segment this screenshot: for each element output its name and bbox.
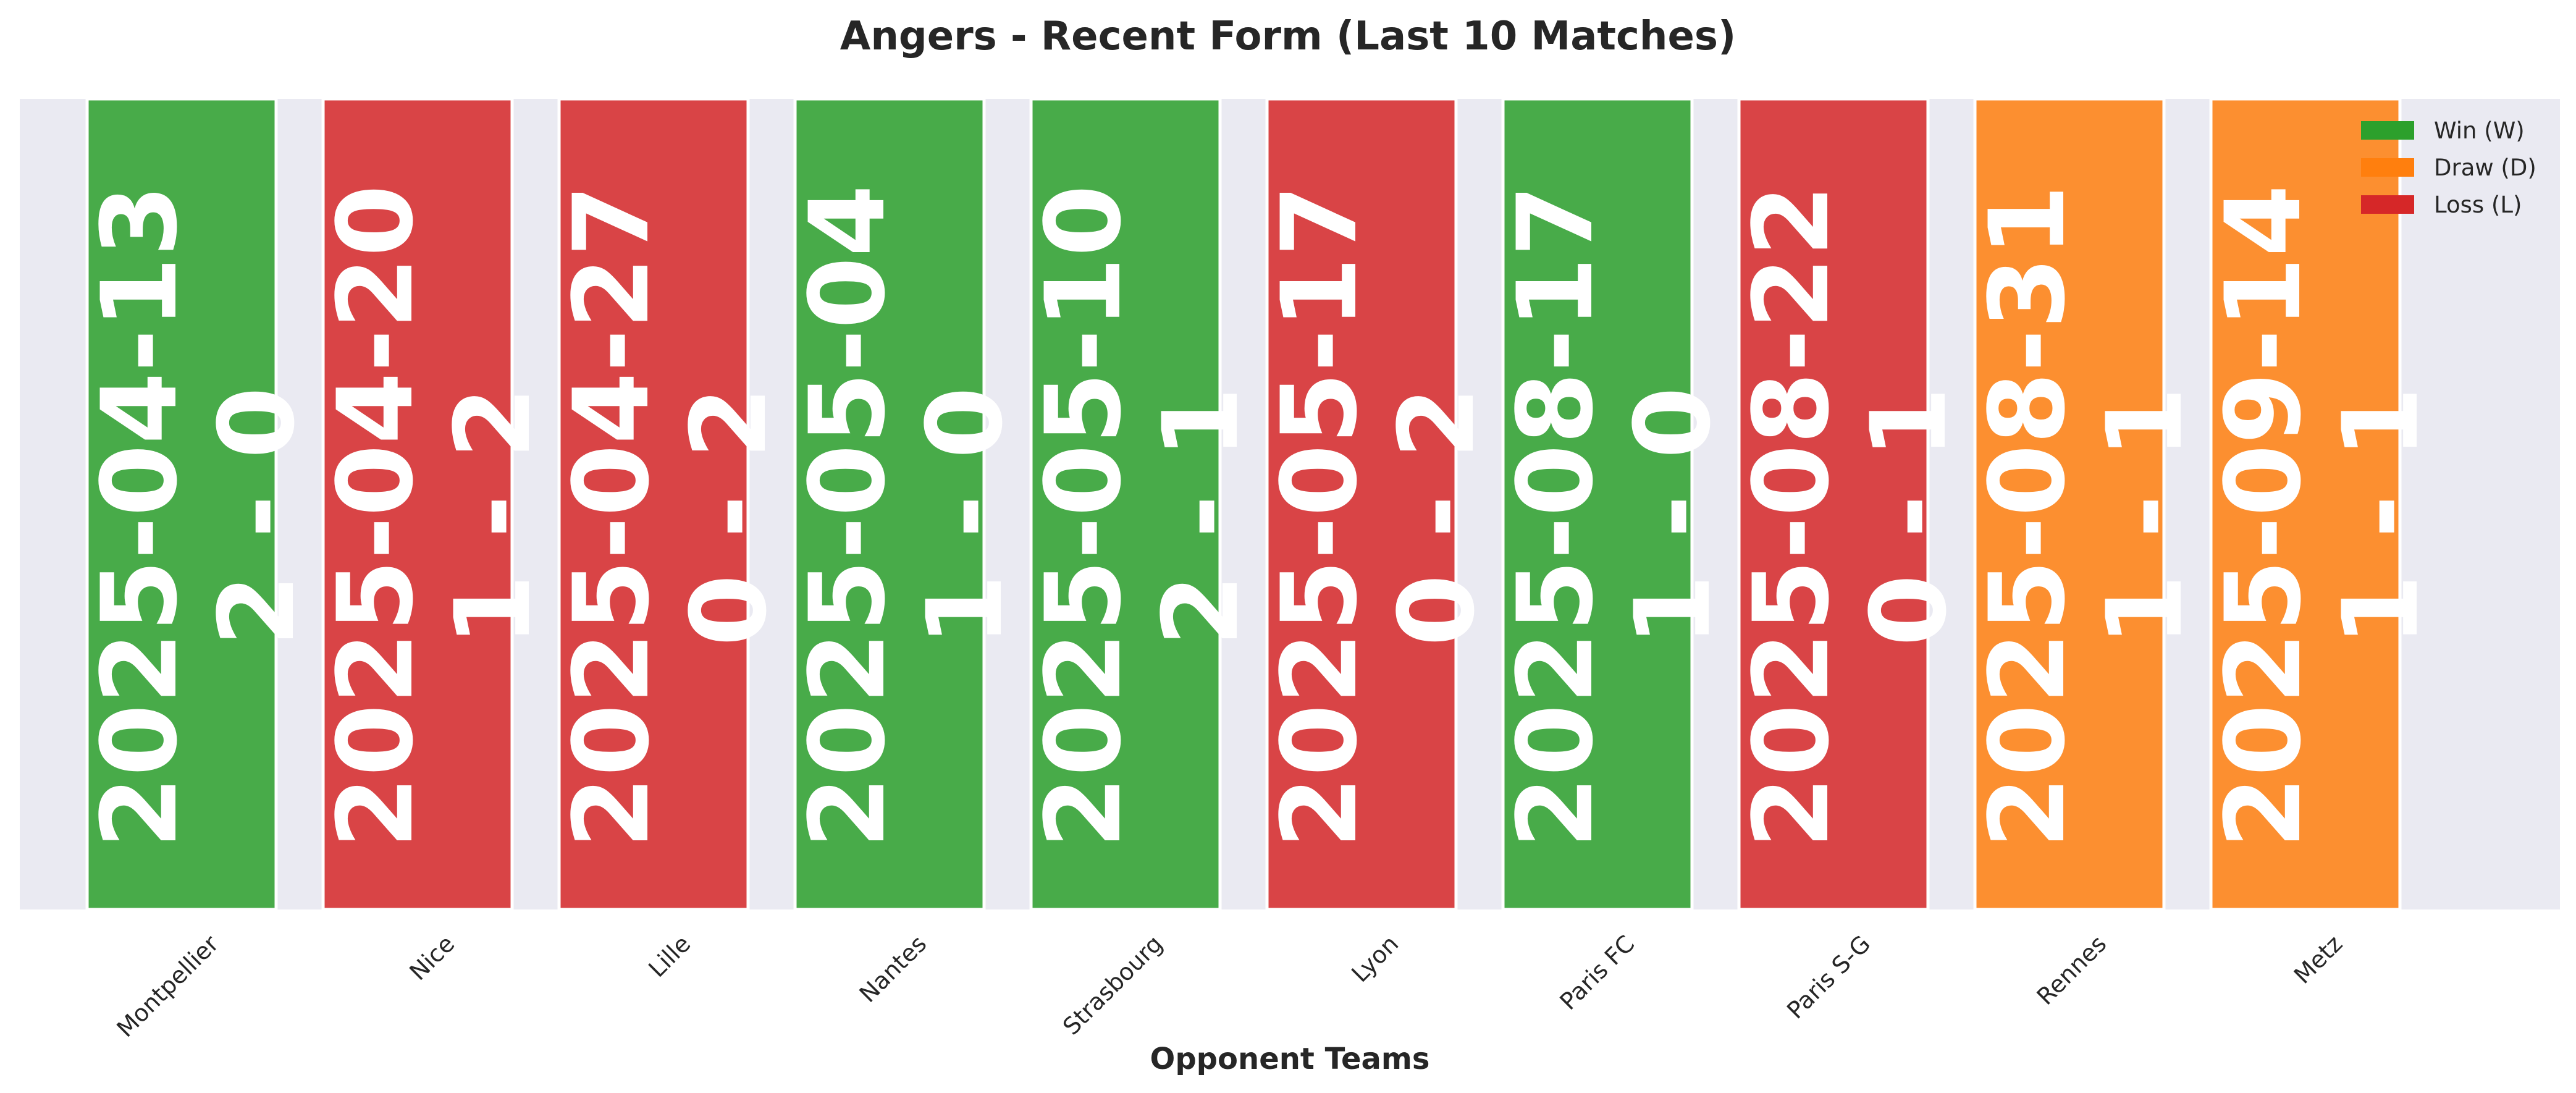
bar-date-label: 2025-05-17 xyxy=(1259,185,1380,849)
legend-label-l: Loss (L) xyxy=(2434,192,2522,218)
bar-label-strasbourg: 2025-05-102 - 1 xyxy=(1023,185,1261,849)
bar-rennes xyxy=(1973,97,2166,911)
x-tick-metz: Metz xyxy=(2289,930,2347,989)
bar-score-label: 0 - 1 xyxy=(1848,387,1969,647)
bar-label-paris-s-g: 2025-08-220 - 1 xyxy=(1731,185,1969,849)
legend-label-w: Win (W) xyxy=(2434,117,2525,144)
x-tick-paris-s-g: Paris S-G xyxy=(1782,930,1875,1024)
chart-title: Angers - Recent Form (Last 10 Matches) xyxy=(840,14,1736,59)
x-tick-lyon: Lyon xyxy=(1346,930,1404,987)
bar-score-label: 0 - 2 xyxy=(1376,387,1497,647)
bar-date-label: 2025-04-13 xyxy=(79,185,200,849)
bar-lyon xyxy=(1265,97,1458,911)
bar-score-label: 0 - 2 xyxy=(668,387,789,647)
bar-paris-fc xyxy=(1501,97,1694,911)
bar-label-lyon: 2025-05-170 - 2 xyxy=(1259,185,1497,849)
bar-date-label: 2025-08-31 xyxy=(1967,185,2088,849)
legend-label-d: Draw (D) xyxy=(2434,154,2536,181)
x-tick-rennes: Rennes xyxy=(2032,930,2112,1010)
bar-score-label: 1 - 1 xyxy=(2320,387,2441,647)
bar-metz xyxy=(2209,97,2402,911)
bar-label-lille: 2025-04-270 - 2 xyxy=(551,185,789,849)
legend-swatch-w xyxy=(2361,121,2414,140)
bar-date-label: 2025-04-27 xyxy=(551,185,672,849)
legend: Win (W) Draw (D) Loss (L) xyxy=(2361,117,2536,218)
x-tick-paris-fc: Paris FC xyxy=(1555,930,1640,1015)
bar-nantes xyxy=(793,97,986,911)
x-axis-label: Opponent Teams xyxy=(1150,1042,1430,1076)
bar-strasbourg xyxy=(1029,97,1222,911)
bar-score-label: 1 - 0 xyxy=(1612,387,1733,647)
x-tick-strasbourg: Strasbourg xyxy=(1058,930,1168,1040)
bar-label-paris-fc: 2025-08-171 - 0 xyxy=(1495,185,1733,849)
x-tick-labels: Montpellier Nice Lille Nantes Strasbourg Lyon… xyxy=(111,930,2347,1042)
bar-label-nantes: 2025-05-041 - 0 xyxy=(787,185,1025,849)
bar-montpellier xyxy=(85,97,278,911)
bar-date-label: 2025-09-14 xyxy=(2203,185,2324,849)
legend-swatch-l xyxy=(2361,195,2414,214)
bar-date-label: 2025-05-10 xyxy=(1023,185,1144,849)
legend-swatch-d xyxy=(2361,158,2414,177)
bar-label-nice: 2025-04-201 - 2 xyxy=(315,185,554,849)
bar-score-label: 1 - 0 xyxy=(904,387,1025,647)
bar-date-label: 2025-08-17 xyxy=(1495,185,1616,849)
bar-score-label: 2 - 1 xyxy=(1140,387,1261,647)
x-tick-lille: Lille xyxy=(643,930,696,982)
bar-date-label: 2025-05-04 xyxy=(787,185,908,849)
x-tick-nantes: Nantes xyxy=(854,930,932,1008)
bar-label-rennes: 2025-08-311 - 1 xyxy=(1967,185,2205,849)
bar-date-label: 2025-08-22 xyxy=(1731,185,1852,849)
x-tick-montpellier: Montpellier xyxy=(111,930,224,1042)
x-tick-nice: Nice xyxy=(404,930,460,985)
bar-label-montpellier: 2025-04-132 - 0 xyxy=(79,185,318,849)
bar-date-label: 2025-04-20 xyxy=(315,185,436,849)
bar-score-label: 1 - 2 xyxy=(432,387,554,647)
bar-lille xyxy=(557,97,750,911)
bars-layer xyxy=(85,97,2402,911)
bar-paris-s-g xyxy=(1737,97,1930,911)
bar-score-label: 1 - 1 xyxy=(2084,387,2205,647)
bar-label-metz: 2025-09-141 - 1 xyxy=(2203,185,2441,849)
bar-nice xyxy=(321,97,514,911)
bar-score-label: 2 - 0 xyxy=(196,387,318,647)
